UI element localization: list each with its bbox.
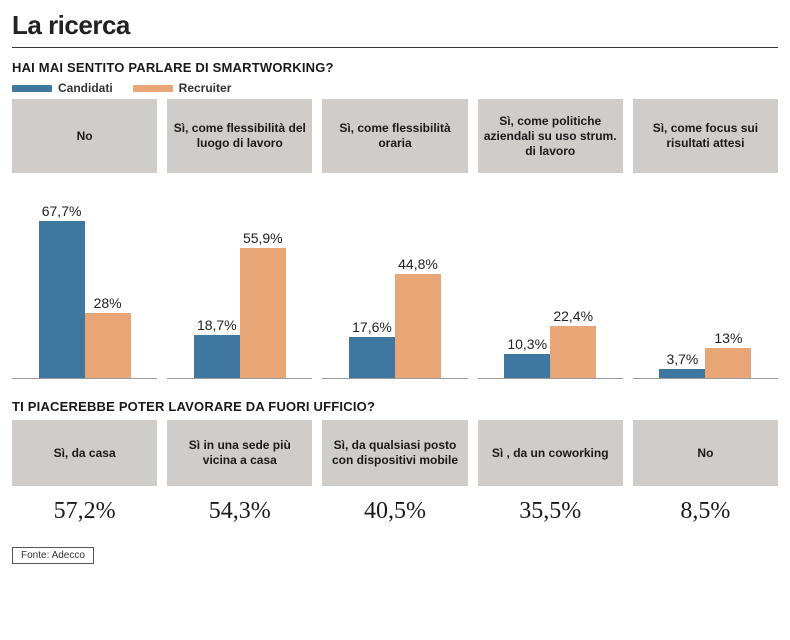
legend-swatch-recruiter bbox=[133, 85, 173, 92]
bar-candidati bbox=[504, 354, 550, 378]
bar-label-candidati: 18,7% bbox=[194, 317, 240, 333]
legend-recruiter: Recruiter bbox=[133, 81, 232, 95]
chart-panel: Sì, come flessibilità oraria 17,6% 44,8% bbox=[322, 99, 467, 379]
panel-value: 35,5% bbox=[478, 486, 623, 533]
bar-recruiter bbox=[395, 274, 441, 378]
bar-candidati bbox=[349, 337, 395, 378]
bar-label-recruiter: 13% bbox=[705, 330, 751, 346]
chart-area: 18,7% 55,9% bbox=[167, 173, 312, 379]
bar-candidati bbox=[194, 335, 240, 378]
bar-group: 3,7%13% bbox=[633, 173, 778, 378]
bar-label-candidati: 10,3% bbox=[504, 336, 550, 352]
panel-header: Sì, da casa bbox=[12, 420, 157, 486]
section1-panels: No 67,7% 28% Sì, come flessibilità del luog… bbox=[12, 99, 778, 379]
panel-header: Sì in una sede più vicina a casa bbox=[167, 420, 312, 486]
section1-title: HAI MAI SENTITO PARLARE DI SMARTWORKING? bbox=[12, 60, 778, 75]
legend-candidati: Candidati bbox=[12, 81, 113, 95]
panel-header: No bbox=[633, 420, 778, 486]
bar-group: 18,7% 55,9% bbox=[167, 173, 312, 378]
value-panel: Sì , da un coworking35,5% bbox=[478, 420, 623, 533]
bar-recruiter bbox=[550, 326, 596, 378]
section2-title: TI PIACEREBBE POTER LAVORARE DA FUORI UF… bbox=[12, 399, 778, 414]
legend-label-candidati: Candidati bbox=[58, 81, 113, 95]
section2-panels: Sì, da casa57,2%Sì in una sede più vicin… bbox=[12, 420, 778, 533]
chart-panel: Sì, come focus sui risultati attesi3,7%1… bbox=[633, 99, 778, 379]
chart-panel: Sì, come flessibilità del luogo di lavor… bbox=[167, 99, 312, 379]
panel-value: 8,5% bbox=[633, 486, 778, 533]
bar-label-candidati: 67,7% bbox=[39, 203, 85, 219]
source: Fonte: Adecco bbox=[12, 547, 94, 564]
value-panel: Sì in una sede più vicina a casa54,3% bbox=[167, 420, 312, 533]
bar-candidati bbox=[39, 221, 85, 378]
bar-label-recruiter: 55,9% bbox=[240, 230, 286, 246]
panel-value: 57,2% bbox=[12, 486, 157, 533]
chart-area: 3,7%13% bbox=[633, 173, 778, 379]
page-title: La ricerca bbox=[12, 10, 778, 41]
chart-area: 67,7% 28% bbox=[12, 173, 157, 379]
panel-header: Sì, come focus sui risultati attesi bbox=[633, 99, 778, 173]
chart-area: 17,6% 44,8% bbox=[322, 173, 467, 379]
bar-candidati bbox=[659, 369, 705, 378]
bar-group: 67,7% 28% bbox=[12, 173, 157, 378]
panel-header: Sì, come flessibilità oraria bbox=[322, 99, 467, 173]
panel-value: 40,5% bbox=[322, 486, 467, 533]
bar-label-recruiter: 44,8% bbox=[395, 256, 441, 272]
legend-swatch-candidati bbox=[12, 85, 52, 92]
chart-panel: Sì, come politiche aziendali su uso stru… bbox=[478, 99, 623, 379]
panel-value: 54,3% bbox=[167, 486, 312, 533]
bar-label-candidati: 3,7% bbox=[659, 351, 705, 367]
value-panel: No8,5% bbox=[633, 420, 778, 533]
panel-header: No bbox=[12, 99, 157, 173]
chart-panel: No 67,7% 28% bbox=[12, 99, 157, 379]
panel-header: Sì , da un coworking bbox=[478, 420, 623, 486]
legend: Candidati Recruiter bbox=[12, 81, 778, 95]
bar-group: 17,6% 44,8% bbox=[322, 173, 467, 378]
panel-header: Sì, da qualsiasi posto con dispositivi m… bbox=[322, 420, 467, 486]
bar-recruiter bbox=[85, 313, 131, 378]
bar-recruiter bbox=[240, 248, 286, 378]
legend-label-recruiter: Recruiter bbox=[179, 81, 232, 95]
bar-label-candidati: 17,6% bbox=[349, 319, 395, 335]
panel-header: Sì, come politiche aziendali su uso stru… bbox=[478, 99, 623, 173]
bar-group: 10,3%22,4% bbox=[478, 173, 623, 378]
panel-header: Sì, come flessibilità del luogo di lavor… bbox=[167, 99, 312, 173]
bar-label-recruiter: 22,4% bbox=[550, 308, 596, 324]
value-panel: Sì, da qualsiasi posto con dispositivi m… bbox=[322, 420, 467, 533]
title-rule bbox=[12, 47, 778, 48]
bar-recruiter bbox=[705, 348, 751, 378]
chart-area: 10,3%22,4% bbox=[478, 173, 623, 379]
value-panel: Sì, da casa57,2% bbox=[12, 420, 157, 533]
bar-label-recruiter: 28% bbox=[85, 295, 131, 311]
